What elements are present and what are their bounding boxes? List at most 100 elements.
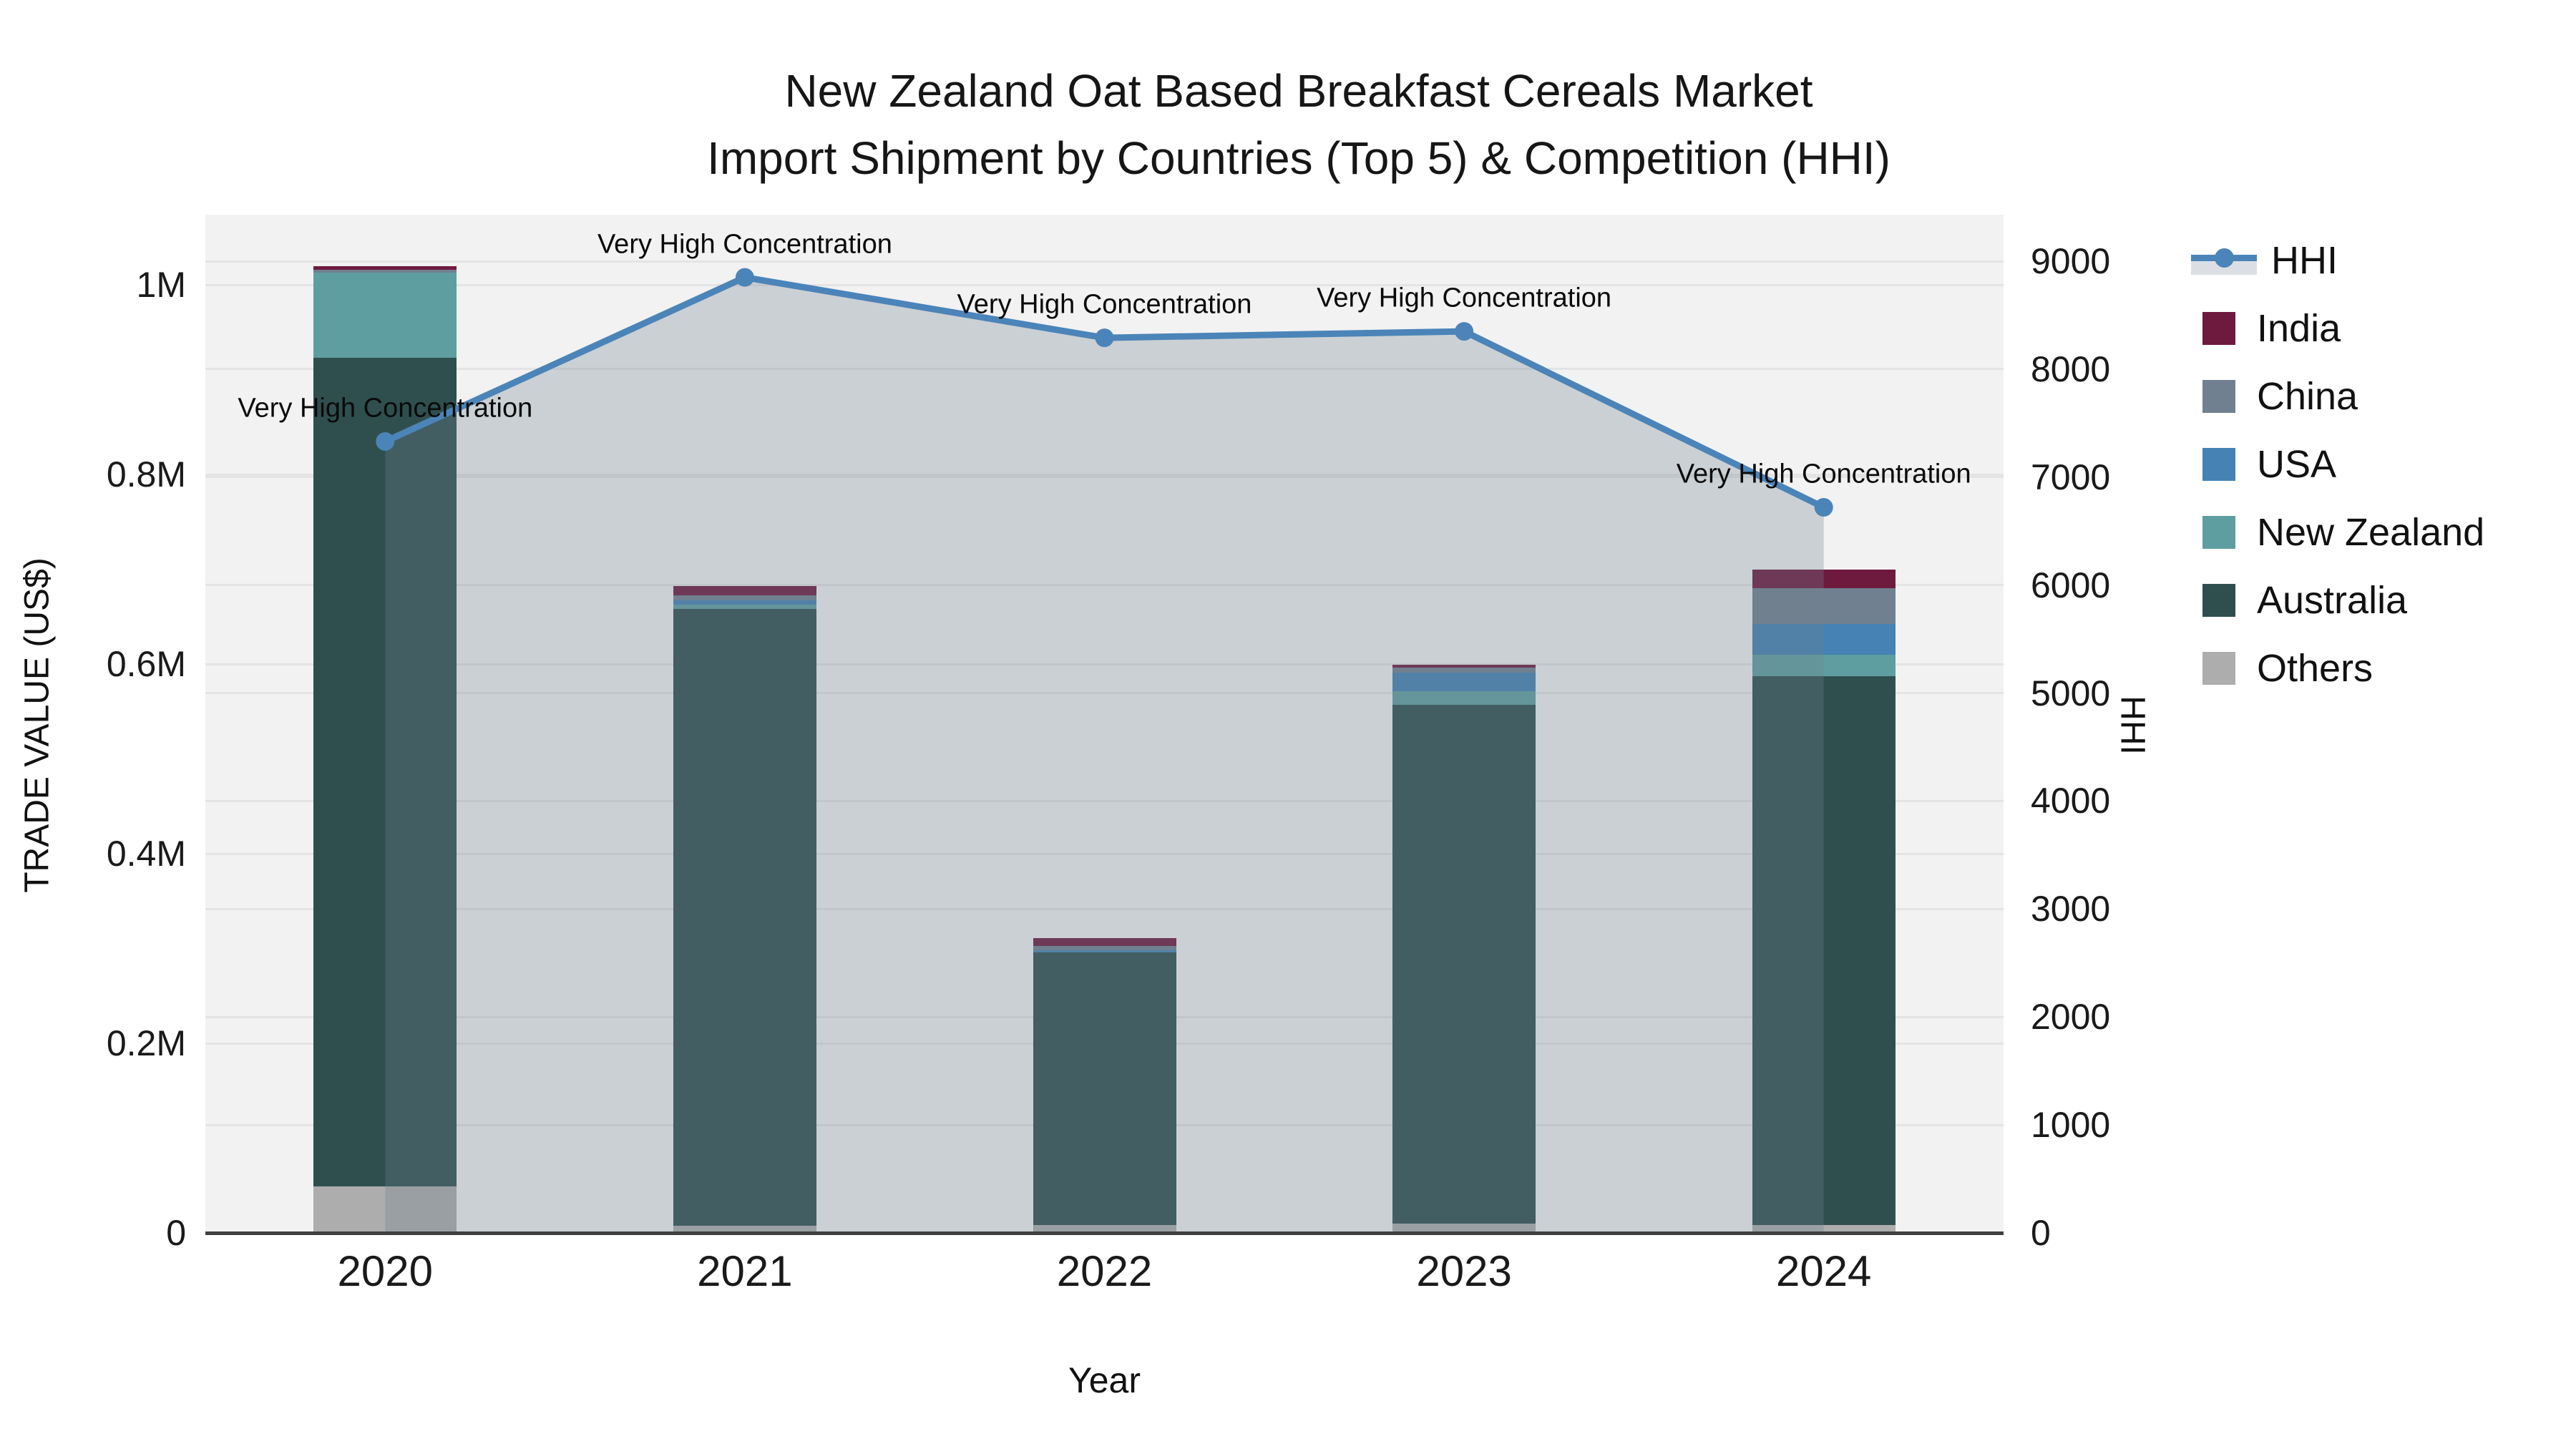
y-right-tick-2000: 2000	[2031, 997, 2111, 1038]
legend-swatch-others	[2202, 652, 2235, 685]
gridline	[205, 473, 2004, 476]
gridline	[205, 584, 2004, 587]
legend: HHI India China USA New Zealand Australia Othe…	[2191, 239, 2484, 690]
legend-label: HHI	[2271, 239, 2338, 282]
x-tick-2023: 2023	[1416, 1247, 1512, 1295]
bar-segment-india-2023[interactable]	[1392, 665, 1536, 668]
bar-segment-australia-2023[interactable]	[1392, 704, 1536, 1224]
gridline	[205, 368, 2004, 371]
bar-segment-usa-2023[interactable]	[1392, 672, 1536, 692]
gridline	[205, 260, 2004, 263]
plot-area: Very High Concentration Very High Concent…	[205, 215, 2004, 1234]
hhi-area-fill	[385, 277, 1824, 1234]
gridline	[205, 907, 2004, 910]
gridline	[205, 283, 2004, 286]
gridline	[205, 692, 2004, 695]
y-right-tick-7000: 7000	[2031, 457, 2111, 497]
y-right-tick-5000: 5000	[2031, 673, 2111, 713]
hhi-point-2024[interactable]	[1814, 498, 1833, 517]
bar-segment-india-2022[interactable]	[1033, 937, 1176, 946]
bar-segment-new-zealand-2021[interactable]	[673, 604, 816, 609]
y-right-tick-1000: 1000	[2031, 1105, 2111, 1146]
y-right-tick-9000: 9000	[2031, 241, 2111, 281]
bar-segment-india-2020[interactable]	[313, 265, 457, 270]
legend-swatch-usa	[2202, 448, 2235, 481]
bar-segment-new-zealand-2024[interactable]	[1752, 654, 1896, 677]
legend-swatch-australia	[2202, 584, 2235, 617]
x-axis-title: Year	[1068, 1360, 1141, 1400]
bar-segment-usa-2021[interactable]	[673, 600, 816, 605]
bar-segment-india-2024[interactable]	[1752, 569, 1896, 588]
legend-item-usa[interactable]: USA	[2191, 443, 2484, 486]
annotation-2024: Very High Concentration	[1676, 459, 1971, 489]
bar-segment-australia-2024[interactable]	[1752, 676, 1896, 1226]
bar-segment-usa-2024[interactable]	[1752, 624, 1896, 655]
annotation-2023: Very High Concentration	[1317, 283, 1612, 313]
bar-segment-india-2021[interactable]	[673, 585, 816, 595]
bar-segment-usa-2022[interactable]	[1033, 950, 1176, 952]
bar-segment-china-2021[interactable]	[673, 595, 816, 600]
y-right-tick-6000: 6000	[2031, 565, 2111, 605]
y-left-tick-0.4M: 0.4M	[106, 834, 186, 874]
chart-title: New Zealand Oat Based Breakfast Cereals …	[0, 57, 2576, 192]
bar-segment-australia-2020[interactable]	[313, 358, 457, 1187]
y-left-tick-0.8M: 0.8M	[106, 454, 186, 494]
bar-segment-others-2021[interactable]	[673, 1226, 816, 1233]
chart-title-line2: Import Shipment by Countries (Top 5) & C…	[707, 132, 1890, 184]
bar-segment-others-2020[interactable]	[313, 1186, 457, 1233]
legend-label: USA	[2257, 443, 2337, 486]
hhi-line-sample-icon	[2191, 243, 2257, 278]
x-tick-2022: 2022	[1056, 1247, 1153, 1295]
hhi-point-2023[interactable]	[1455, 322, 1474, 341]
legend-swatch-china	[2202, 380, 2235, 413]
hhi-point-2022[interactable]	[1095, 328, 1114, 348]
hhi-point-2020[interactable]	[376, 431, 395, 451]
y-right-tick-8000: 8000	[2031, 348, 2111, 389]
bar-segment-australia-2021[interactable]	[673, 608, 816, 1226]
legend-item-india[interactable]: India	[2191, 307, 2484, 350]
legend-label: Australia	[2257, 579, 2408, 622]
bar-segment-china-2023[interactable]	[1392, 668, 1536, 673]
y-right-tick-0: 0	[2031, 1213, 2051, 1253]
hhi-line-layer	[376, 268, 1833, 1234]
legend-label: China	[2257, 375, 2358, 418]
bar-segment-china-2024[interactable]	[1752, 588, 1896, 625]
bar-segment-new-zealand-2020[interactable]	[313, 272, 457, 358]
y-axis-right-title: HHI	[2113, 696, 2152, 755]
y-right-tick-3000: 3000	[2031, 889, 2111, 930]
y-left-tick-0.2M: 0.2M	[106, 1023, 186, 1063]
legend-label: India	[2257, 307, 2341, 350]
x-tick-2020: 2020	[337, 1247, 434, 1295]
annotation-2020: Very High Concentration	[238, 393, 533, 424]
chart-title-line1: New Zealand Oat Based Breakfast Cereals …	[784, 65, 1813, 117]
bar-segment-others-2023[interactable]	[1392, 1223, 1536, 1233]
bar-segment-australia-2022[interactable]	[1033, 952, 1176, 1226]
gridline	[205, 476, 2004, 479]
annotation-2022: Very High Concentration	[957, 289, 1252, 320]
bar-segment-china-2020[interactable]	[313, 269, 457, 273]
legend-item-others[interactable]: Others	[2191, 647, 2484, 690]
x-tick-2024: 2024	[1775, 1247, 1872, 1295]
legend-label: Others	[2257, 647, 2373, 690]
bar-segment-others-2024[interactable]	[1752, 1225, 1896, 1233]
hhi-point-2021[interactable]	[735, 268, 754, 287]
legend-swatch-new-zealand	[2202, 516, 2235, 549]
gridline	[205, 852, 2004, 855]
gridline	[205, 663, 2004, 665]
bar-segment-china-2022[interactable]	[1033, 945, 1176, 951]
y-left-tick-0: 0	[166, 1213, 186, 1253]
y-left-tick-0.6M: 0.6M	[106, 644, 186, 684]
bar-segment-new-zealand-2023[interactable]	[1392, 691, 1536, 705]
legend-item-australia[interactable]: Australia	[2191, 579, 2484, 622]
y-right-tick-4000: 4000	[2031, 781, 2111, 821]
y-axis-left-title: TRADE VALUE (US$)	[18, 557, 57, 893]
legend-swatch-india	[2202, 312, 2235, 345]
annotation-2021: Very High Concentration	[597, 229, 892, 260]
y-left-tick-1M: 1M	[136, 265, 186, 305]
legend-item-china[interactable]: China	[2191, 375, 2484, 418]
x-tick-2021: 2021	[697, 1247, 793, 1295]
legend-item-hhi[interactable]: HHI	[2191, 239, 2484, 282]
bar-segment-others-2022[interactable]	[1033, 1225, 1176, 1233]
legend-item-new-zealand[interactable]: New Zealand	[2191, 511, 2484, 554]
